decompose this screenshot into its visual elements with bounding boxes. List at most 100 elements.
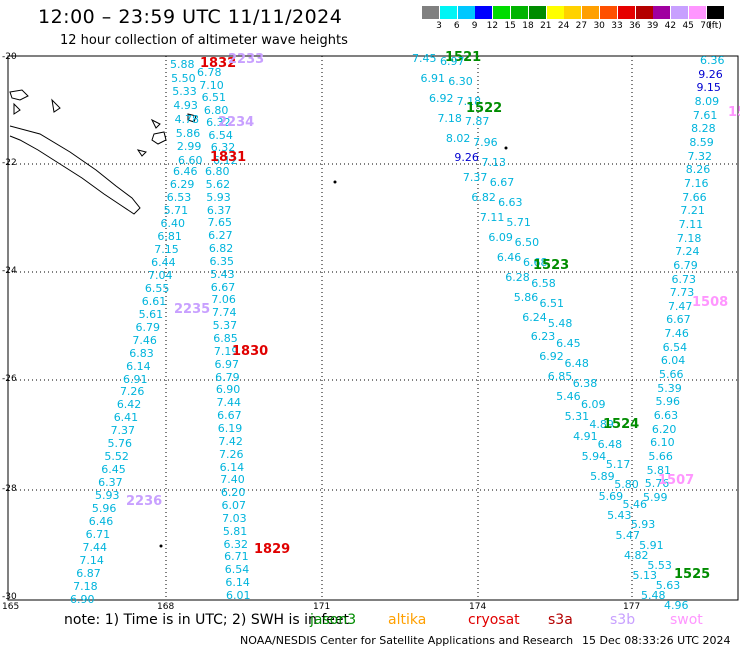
island-dot <box>504 146 508 150</box>
wave-height-value: 7.11 <box>479 211 505 225</box>
wave-height-value: 7.24 <box>675 245 700 259</box>
colorbar-label: 30 <box>593 21 605 31</box>
colorbar-swatch <box>689 6 706 19</box>
wave-height-value: 7.18 <box>676 231 702 245</box>
wave-height-value: 5.66 <box>659 368 684 382</box>
lat-label: -26 <box>2 374 17 384</box>
wave-height-value: 5.17 <box>605 457 631 471</box>
colorbar-label: 3 <box>436 21 442 31</box>
wave-height-value: 6.82 <box>208 242 234 256</box>
wave-height-value: 6.44 <box>151 255 176 269</box>
map-title: 12:00 – 23:59 UTC 11/11/2024 <box>38 6 343 28</box>
wave-height-value: 6.48 <box>564 357 589 371</box>
colorbar-swatch <box>653 6 671 19</box>
pass-number-label: 1507 <box>658 473 695 488</box>
legend-item-jason3: jason3 <box>310 612 357 628</box>
wave-height-value: 6.90 <box>215 383 241 397</box>
pass-number-label: 1522 <box>466 101 503 116</box>
colorbar-swatch <box>528 6 546 19</box>
wave-height-value: 6.30 <box>448 75 473 89</box>
wave-height-value: 5.63 <box>655 578 681 592</box>
legend-item-altika: altika <box>388 612 427 628</box>
pass-number-label: 1830 <box>232 344 269 359</box>
colorbar-label: 15 <box>504 21 516 31</box>
wave-height-value: 6.60 <box>178 154 203 167</box>
colorbar-label: 42 <box>664 21 677 31</box>
pass-number-label: 1832 <box>200 56 237 71</box>
wave-height-value: 9.26 <box>454 151 479 165</box>
wave-height-value: 6.48 <box>597 437 623 451</box>
colorbar-label: 12 <box>486 21 499 31</box>
wave-height-value: 5.47 <box>615 529 641 543</box>
pass-number-label: 2236 <box>126 494 163 509</box>
wave-height-value: 6.79 <box>215 370 240 384</box>
wave-height-value: 5.43 <box>210 267 235 281</box>
wave-height-value: 6.91 <box>420 71 445 85</box>
wave-height-value: 6.45 <box>556 337 581 351</box>
wave-height-value: 6.51 <box>201 91 227 105</box>
wave-height-value: 7.44 <box>216 396 241 410</box>
wave-height-value: 6.85 <box>213 332 238 346</box>
wave-height-value: 7.47 <box>667 299 693 313</box>
wave-height-value: 6.12 <box>213 154 238 167</box>
colorbar-label: 70 <box>700 21 712 31</box>
wave-height-value: 6.79 <box>135 320 161 334</box>
wave-height-value: 5.99 <box>643 491 668 504</box>
colorbar-label: 6 <box>453 21 460 31</box>
wave-height-value: 5.96 <box>91 502 117 516</box>
wave-height-value: 6.73 <box>671 272 697 286</box>
wave-height-value: 7.18 <box>437 111 462 125</box>
wave-height-value: 5.69 <box>598 489 624 503</box>
wave-height-value: 8.02 <box>445 131 471 145</box>
wave-height-value: 7.42 <box>218 434 243 448</box>
colorbar-swatch <box>617 6 635 19</box>
wave-height-value: 7.45 <box>412 52 437 65</box>
wave-height-value: 6.09 <box>488 231 513 244</box>
colorbar-label: 9 <box>471 21 478 31</box>
wave-height-value: 6.04 <box>660 354 686 368</box>
timestamp-footer: 15 Dec 08:33:26 UTC 2024 <box>582 634 731 647</box>
colorbar-swatch <box>511 6 528 19</box>
wave-height-value: 4.89 <box>589 417 614 431</box>
wave-height-value: 5.93 <box>94 489 120 503</box>
wave-height-value: 6.14 <box>219 460 245 474</box>
wave-height-value: 7.40 <box>220 473 245 487</box>
colorbar-label: 39 <box>646 21 659 31</box>
island-dot <box>333 180 337 184</box>
lon-label: 168 <box>157 602 175 612</box>
wave-height-value: 7.37 <box>462 171 488 185</box>
wave-height-value: 7.32 <box>687 149 713 163</box>
wave-height-value: 5.94 <box>581 449 607 463</box>
lon-label: 171 <box>313 602 331 612</box>
wave-height-value: 7.37 <box>110 424 136 438</box>
wave-height-value: 6.67 <box>666 313 691 327</box>
wave-height-value: 7.19 <box>213 344 239 358</box>
wave-height-value: 6.55 <box>144 281 170 295</box>
wave-height-value: 6.90 <box>70 593 95 606</box>
wave-height-value: 6.32 <box>206 116 231 130</box>
pass-number-label: 2233 <box>228 52 265 67</box>
wave-height-value: 6.23 <box>530 330 556 344</box>
wave-height-value: 5.46 <box>556 390 581 404</box>
wave-height-value: 6.09 <box>581 397 606 411</box>
wave-height-value: 6.53 <box>166 190 192 204</box>
colorbar-label: 33 <box>611 21 623 31</box>
wave-height-value: 6.32 <box>223 537 248 551</box>
colorbar-label: 36 <box>629 21 641 31</box>
lat-lon-grid <box>8 56 738 600</box>
wave-height-value: 6.85 <box>547 370 573 384</box>
wave-height-value: 7.87 <box>464 115 490 129</box>
wave-height-value: 6.51 <box>539 296 565 310</box>
wave-height-value: 6.50 <box>514 236 540 250</box>
wave-height-value: 7.44 <box>82 541 107 555</box>
wave-height-value: 4.78 <box>174 112 200 126</box>
wave-height-value: 5.53 <box>647 558 672 572</box>
wave-height-value: 7.65 <box>207 216 233 230</box>
wave-height-value: 7.18 <box>456 95 482 109</box>
colorbar-swatch <box>439 6 457 19</box>
legend-item-swot: swot <box>670 612 703 628</box>
wave-height-value: 5.48 <box>641 589 666 602</box>
wave-height-value: 6.27 <box>208 229 233 243</box>
wave-height-value: 6.67 <box>489 175 515 189</box>
wave-height-value: 6.81 <box>157 229 182 243</box>
